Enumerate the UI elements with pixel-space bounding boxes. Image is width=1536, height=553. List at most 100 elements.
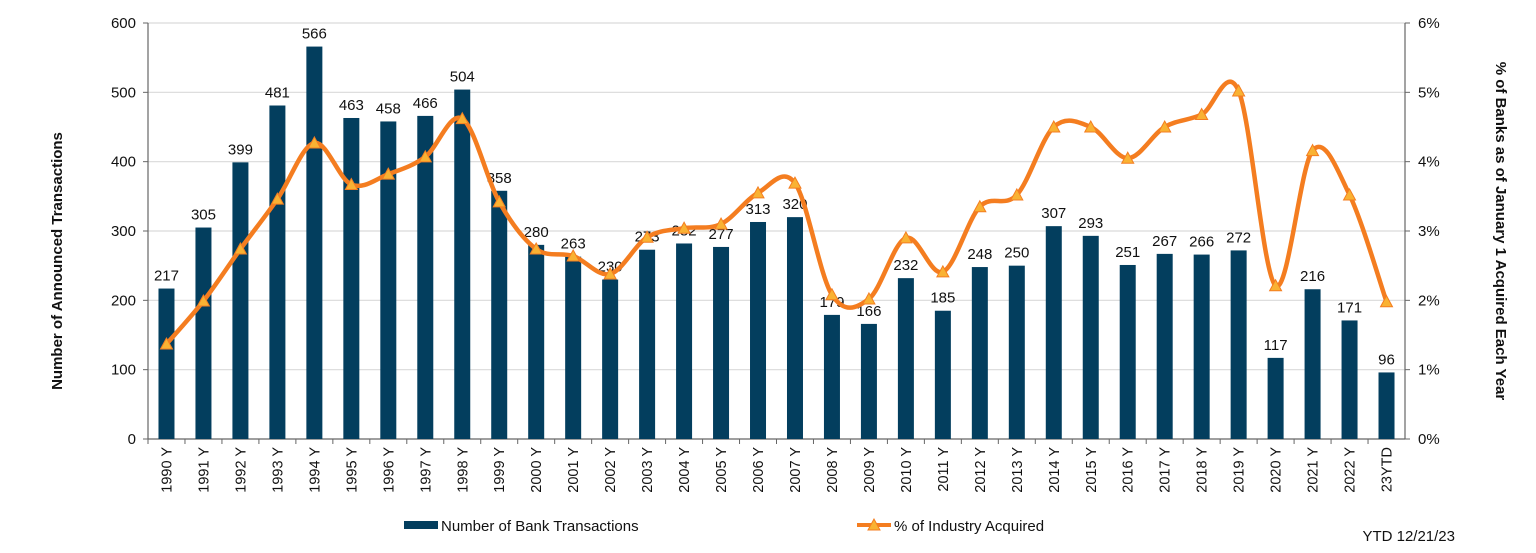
bar-data-label: 280 [524, 224, 549, 241]
bar [491, 190, 508, 439]
x-tick-label: 2002 Y [603, 447, 619, 493]
x-tick-label: 1992 Y [233, 447, 249, 493]
bar [565, 256, 582, 439]
bar-data-label: 117 [1264, 337, 1288, 354]
x-tick-label: 1993 Y [270, 447, 286, 493]
legend-bar-swatch [404, 521, 438, 529]
x-tick-label: 1999 Y [492, 447, 508, 493]
bar-data-label: 566 [302, 26, 327, 43]
line-marker [751, 185, 765, 199]
line-marker [899, 230, 913, 244]
bar [639, 249, 656, 439]
line-marker [1231, 83, 1246, 97]
bar [1008, 265, 1025, 439]
x-tick-label: 1998 Y [455, 447, 471, 493]
x-tick-label: 1994 Y [307, 447, 323, 493]
legend-line-label: % of Industry Acquired [894, 518, 1044, 535]
x-tick-label: 1990 Y [159, 447, 175, 493]
line-marker [936, 264, 950, 278]
line-marker [196, 293, 211, 307]
line-marker [1157, 119, 1172, 133]
bar-data-label: 267 [1152, 233, 1177, 250]
bar-data-label: 307 [1041, 205, 1066, 222]
x-tick-label: 2008 Y [825, 447, 841, 493]
bar [269, 105, 286, 440]
line-marker [233, 241, 248, 255]
line-marker [825, 287, 839, 301]
line-marker [603, 266, 617, 280]
bar-data-label: 399 [228, 141, 253, 158]
bar [934, 310, 951, 439]
bar-data-label: 185 [930, 290, 955, 307]
x-tick-label: 2014 Y [1047, 447, 1063, 493]
x-tick-label: 2006 Y [751, 447, 767, 493]
y2-tick-label: 6% [1418, 15, 1440, 32]
line-marker [788, 176, 802, 189]
bar-data-label: 272 [1226, 229, 1251, 246]
bar [417, 115, 434, 439]
line-marker [529, 241, 544, 255]
bar [602, 279, 619, 439]
bar [750, 221, 767, 439]
y-tick-label: 300 [111, 223, 136, 240]
y-tick-label: 500 [111, 84, 136, 101]
y-tick-label: 100 [111, 362, 136, 379]
y2-axis-title: % of Banks as of January 1 Acquired Each… [1492, 62, 1509, 401]
bar [306, 46, 323, 439]
bar [971, 267, 988, 439]
footnote: YTD 12/21/23 [1362, 528, 1455, 545]
x-tick-label: 2013 Y [1010, 447, 1026, 493]
line-marker [1379, 294, 1394, 308]
bar-data-label: 217 [154, 268, 179, 285]
line-marker [307, 135, 322, 149]
x-tick-label: 1996 Y [381, 447, 397, 493]
line-marker [1305, 143, 1320, 157]
line-marker [455, 111, 470, 125]
y-tick-label: 200 [111, 292, 136, 309]
bar [1267, 357, 1284, 439]
x-tick-label: 2003 Y [640, 447, 656, 493]
bar-data-label: 248 [967, 246, 992, 263]
x-tick-label: 2019 Y [1232, 447, 1248, 493]
bar-data-label: 166 [856, 303, 881, 320]
x-tick-label: 2022 Y [1343, 447, 1359, 493]
bar [380, 121, 397, 439]
x-tick-label: 2017 Y [1158, 447, 1174, 493]
bar [343, 117, 360, 439]
line-marker [677, 221, 691, 234]
y2-tick-label: 0% [1418, 431, 1440, 448]
x-tick-label: 2016 Y [1121, 447, 1137, 493]
bar [897, 278, 914, 439]
bar-data-label: 216 [1300, 268, 1325, 285]
line-marker [640, 230, 654, 243]
bar-data-label: 266 [1189, 234, 1214, 251]
y-tick-label: 600 [111, 15, 136, 32]
line-marker [1046, 119, 1061, 133]
x-tick-label: 2004 Y [677, 447, 693, 493]
y2-tick-label: 4% [1418, 154, 1440, 171]
line-marker [714, 217, 728, 230]
y-tick-label: 0 [128, 431, 136, 448]
bar [158, 288, 175, 439]
x-tick-label: 1991 Y [196, 447, 212, 493]
x-tick-label: 2018 Y [1195, 447, 1211, 493]
line-marker [972, 199, 987, 213]
bar-data-label: 458 [376, 100, 401, 117]
bar [713, 246, 730, 439]
line-marker [1268, 278, 1283, 292]
y2-tick-label: 3% [1418, 223, 1440, 240]
bar [1378, 372, 1395, 439]
x-tick-label: 2015 Y [1084, 447, 1100, 493]
x-tick-label: 2012 Y [973, 447, 989, 493]
x-tick-label: 1997 Y [418, 447, 434, 493]
y-axis-title: Number of Announced Transactions [49, 132, 66, 390]
bar-data-label: 466 [413, 95, 438, 112]
x-tick-label: 2009 Y [862, 447, 878, 493]
bar [786, 217, 803, 439]
bar-data-label: 179 [819, 294, 844, 311]
x-tick-label: 2007 Y [788, 447, 804, 493]
legend-bar-label: Number of Bank Transactions [441, 518, 639, 535]
bar [1156, 253, 1173, 439]
